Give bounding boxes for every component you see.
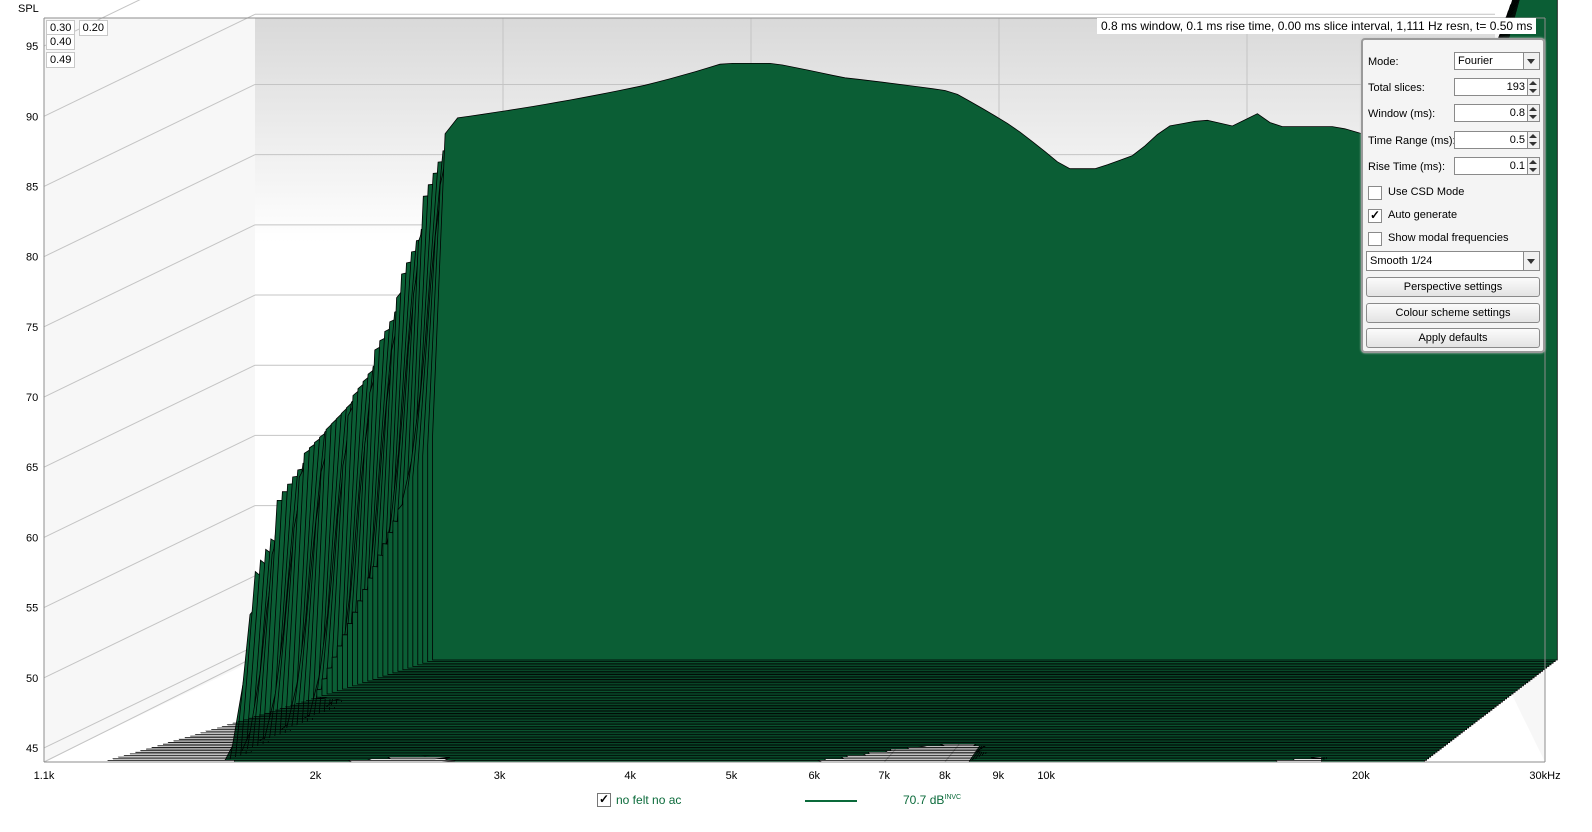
- mode-label: Mode:: [1368, 56, 1399, 68]
- show-modal-label: Show modal frequencies: [1388, 232, 1509, 244]
- x-tick-label: 1.1k: [34, 770, 55, 782]
- x-tick-label: 20k: [1352, 770, 1370, 782]
- mode-select[interactable]: Fourier: [1454, 52, 1540, 70]
- x-tick-label: 8k: [939, 770, 951, 782]
- y-tick-label: 95: [26, 41, 38, 53]
- x-tick-label: 2k: [310, 770, 322, 782]
- x-tick-label: 3k: [494, 770, 506, 782]
- total-slices-label: Total slices:: [1368, 82, 1425, 94]
- total-slices-stepper[interactable]: [1527, 79, 1539, 95]
- total-slices-input[interactable]: 193: [1454, 78, 1540, 96]
- x-tick-label: 7k: [878, 770, 890, 782]
- x-tick-label: 6k: [808, 770, 820, 782]
- show-modal-box[interactable]: [1368, 232, 1382, 246]
- grid-side-line: [43, 645, 256, 749]
- waterfall-surface: [102, 0, 1558, 763]
- rise-time-value: 0.1: [1509, 160, 1525, 172]
- legend-value-suffix: INVC: [944, 794, 962, 801]
- total-slices-row: Total slices: 193: [1368, 78, 1540, 98]
- mode-row: Mode: Fourier: [1368, 52, 1540, 72]
- chevron-down-icon[interactable]: [1523, 53, 1539, 69]
- colour-scheme-settings-button[interactable]: Colour scheme settings: [1366, 303, 1540, 323]
- chevron-down-icon[interactable]: [1523, 252, 1539, 270]
- grid-side-line: [43, 84, 256, 187]
- apply-defaults-button[interactable]: Apply defaults: [1366, 328, 1540, 348]
- auto-generate-box[interactable]: [1368, 208, 1382, 223]
- time-range-stepper[interactable]: [1527, 132, 1539, 148]
- auto-generate-label: Auto generate: [1388, 209, 1458, 221]
- window-label: Window (ms):: [1368, 108, 1436, 120]
- legend-value: 70.7 dBINVC: [903, 793, 961, 807]
- z-tick-label: 0.40: [46, 33, 76, 50]
- window-row: Window (ms): 0.8: [1368, 104, 1540, 124]
- smoothing-value: Smooth 1/24: [1370, 255, 1433, 267]
- info-text: 0.8 ms window, 0.1 ms rise time, 0.00 ms…: [1097, 18, 1537, 34]
- smoothing-select[interactable]: Smooth 1/24: [1366, 251, 1540, 271]
- rise-time-stepper[interactable]: [1527, 158, 1539, 174]
- x-axis-ticks: 1.1k 2k 3k 4k 5k 6k 7k 8k 9k 10k 20k 30kHz: [34, 770, 1561, 782]
- x-tick-label: 5k: [726, 770, 738, 782]
- z-tick-label: 0.49: [46, 52, 76, 69]
- x-tick-label: 30kHz: [1529, 770, 1560, 782]
- y-tick-label: 80: [26, 252, 38, 264]
- time-range-input[interactable]: 0.5: [1454, 131, 1540, 149]
- y-axis-title: SPL: [18, 3, 39, 15]
- grid-side-line: [43, 505, 256, 609]
- grid-side-line: [43, 13, 256, 117]
- legend-checkbox[interactable]: ✓: [597, 792, 611, 807]
- y-tick-label: 55: [26, 603, 38, 615]
- grid-depth-line: [43, 659, 249, 763]
- time-range-label: Time Range (ms):: [1368, 135, 1456, 147]
- grid-side-line: [43, 154, 256, 258]
- grid-side-line: [43, 224, 256, 328]
- y-tick-label: 65: [26, 462, 38, 474]
- y-axis-ticks: 95 90 85 80 75 70 65 60 55 50 45: [26, 41, 38, 755]
- mode-value: Fourier: [1458, 55, 1493, 67]
- y-tick-label: 50: [26, 673, 38, 685]
- y-tick-label: 75: [26, 322, 38, 334]
- y-tick-label: 90: [26, 111, 38, 123]
- rise-time-label: Rise Time (ms):: [1368, 161, 1445, 173]
- rise-time-row: Rise Time (ms): 0.1: [1368, 157, 1540, 177]
- use-csd-box[interactable]: [1368, 186, 1382, 200]
- grid-side-line: [43, 434, 256, 538]
- y-tick-label: 70: [26, 392, 38, 404]
- x-tick-label: 10k: [1037, 770, 1055, 782]
- y-tick-label: 45: [26, 743, 38, 755]
- legend-line-swatch: [805, 800, 857, 802]
- legend-series-name: no felt no ac: [616, 793, 682, 807]
- time-range-row: Time Range (ms): 0.5: [1368, 131, 1540, 151]
- grid-side-line: [43, 294, 256, 398]
- grid-side-line: [43, 364, 256, 468]
- window-input[interactable]: 0.8: [1454, 104, 1540, 122]
- window-value: 0.8: [1509, 107, 1525, 119]
- use-csd-label: Use CSD Mode: [1388, 186, 1465, 198]
- legend-value-text: 70.7 dB: [903, 793, 945, 807]
- time-range-value: 0.5: [1509, 134, 1525, 146]
- x-tick-label: 4k: [624, 770, 636, 782]
- perspective-settings-button[interactable]: Perspective settings: [1366, 277, 1540, 297]
- y-tick-label: 85: [26, 181, 38, 193]
- control-panel: Mode: Fourier Total slices: 193 Window (…: [1361, 38, 1545, 353]
- total-slices-value: 193: [1506, 81, 1525, 93]
- grid-side-line: [43, 575, 256, 679]
- y-tick-label: 60: [26, 532, 38, 544]
- window-stepper[interactable]: [1527, 105, 1539, 121]
- z-tick-label: 0.20: [78, 20, 109, 36]
- x-tick-label: 9k: [993, 770, 1005, 782]
- rise-time-input[interactable]: 0.1: [1454, 157, 1540, 175]
